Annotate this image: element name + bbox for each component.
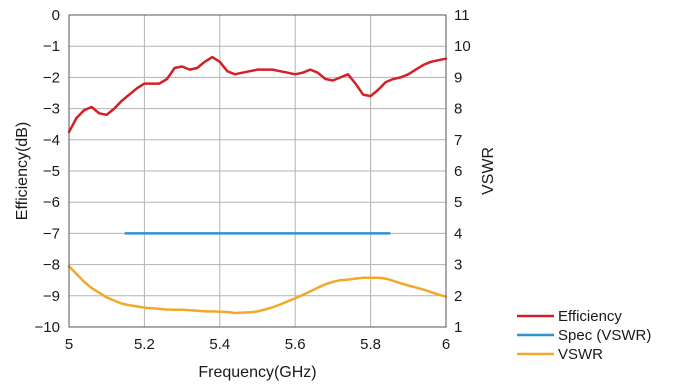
y-right-tick-label: 1 (454, 319, 462, 336)
y-left-tick-label: −9 (43, 288, 60, 305)
y-left-tick-label: −5 (43, 163, 60, 180)
x-tick-label: 5.2 (134, 336, 155, 353)
x-tick-label: 6 (442, 336, 450, 353)
y-right-tick-label: 8 (454, 101, 462, 118)
x-tick-label: 5.6 (285, 336, 306, 353)
x-axis-title: Frequency(GHz) (198, 364, 316, 381)
y-right-tick-label: 7 (454, 132, 462, 149)
legend: Efficiency Spec (VSWR) VSWR (517, 308, 651, 363)
y-right-tick-label: 11 (454, 7, 470, 24)
legend-label-spec-vswr: Spec (VSWR) (558, 327, 651, 344)
plot-frame (68, 14, 447, 328)
x-tick-label: 5 (65, 336, 73, 353)
y-right-tick-label: 6 (454, 163, 462, 180)
y-right-tick-label: 5 (454, 194, 462, 211)
y-left-tick-label: −6 (43, 194, 60, 211)
y-left-tick-label: −4 (43, 132, 60, 149)
tick-labels: 5 5.2 5.4 5.6 5.8 6 0 −1 −2 −3 −4 −5 −6 −7 −8 −9 −10 11 10… (35, 7, 471, 353)
x-tick-label: 5.4 (209, 336, 230, 353)
series-line-vswr (67, 264, 448, 315)
y-right-tick-label: 10 (454, 38, 471, 55)
y-left-tick-label: −1 (43, 38, 60, 55)
legend-label-efficiency: Efficiency (558, 308, 622, 325)
series-line-efficiency (67, 55, 448, 134)
x-tick-label: 5.8 (360, 336, 381, 353)
y-left-tick-label: −3 (43, 101, 60, 118)
y-right-tick-label: 4 (454, 225, 462, 242)
y-left-tick-label: −2 (43, 69, 60, 86)
y-axis-left-title: Efficiency(dB) (14, 122, 31, 220)
y-right-tick-label: 2 (454, 288, 462, 305)
y-left-tick-label: −10 (35, 319, 60, 336)
y-left-tick-label: 0 (52, 7, 60, 24)
series-layer (67, 55, 448, 315)
y-left-tick-label: −8 (43, 257, 60, 274)
y-right-tick-label: 9 (454, 69, 462, 86)
y-right-tick-label: 3 (454, 257, 462, 274)
y-axis-right-title: VSWR (480, 147, 497, 195)
y-left-tick-label: −7 (43, 225, 60, 242)
legend-label-vswr: VSWR (558, 346, 603, 363)
